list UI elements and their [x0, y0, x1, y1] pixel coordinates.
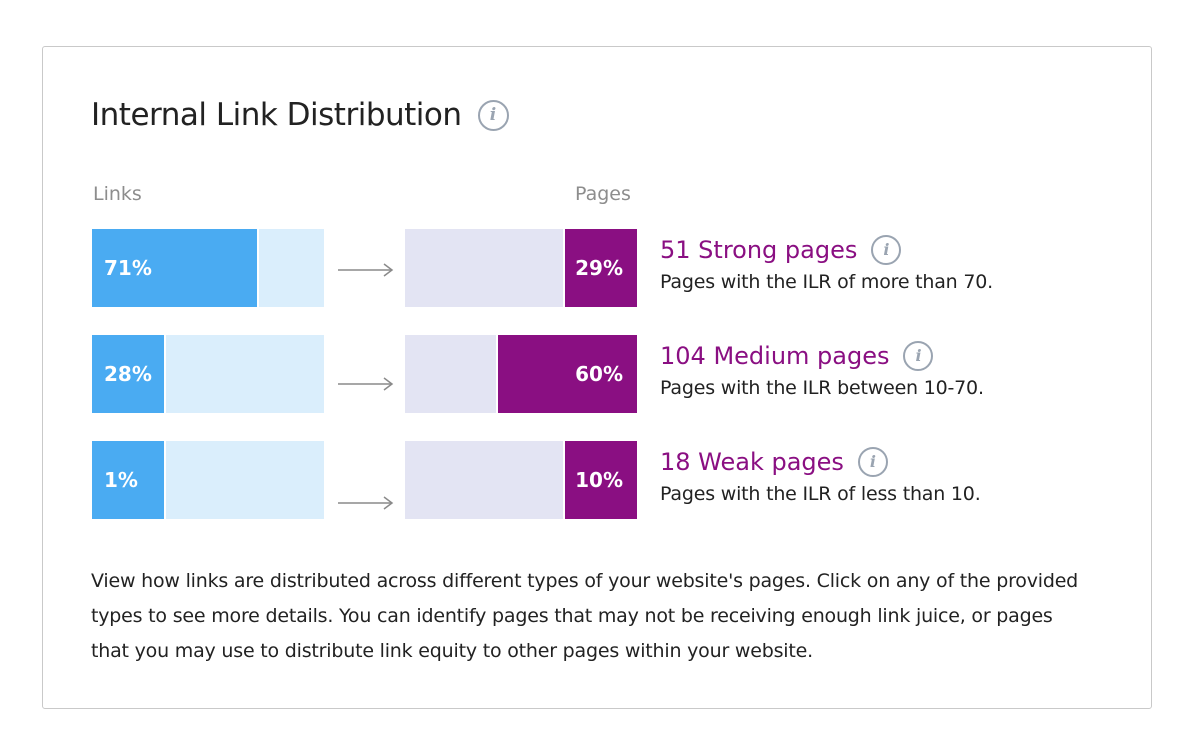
- medium-pages-link[interactable]: 104 Medium pages: [660, 342, 890, 370]
- pages-bar-fill: [563, 441, 637, 519]
- links-column-label: Links: [93, 183, 142, 205]
- links-percentage: 1%: [104, 468, 138, 492]
- weak-pages-row[interactable]: 1% 10% 18 Weak pages i Pages with the IL…: [92, 441, 1092, 519]
- links-percentage: 28%: [104, 362, 152, 386]
- row-description: 18 Weak pages i Pages with the ILR of le…: [660, 441, 981, 505]
- widget-title: Internal Link Distribution: [91, 97, 462, 133]
- pages-bar[interactable]: 29%: [405, 229, 637, 307]
- arrow-right-icon: [338, 263, 394, 277]
- info-icon[interactable]: i: [903, 341, 934, 371]
- strong-pages-row[interactable]: 71% 29% 51 Strong pages i Pages with the…: [92, 229, 1092, 307]
- arrow-right-icon: [338, 377, 394, 391]
- row-subtitle: Pages with the ILR of less than 10.: [660, 483, 981, 505]
- links-bar-fill: [92, 441, 166, 519]
- pages-bar-fill: [563, 229, 637, 307]
- pages-percentage: 10%: [575, 468, 623, 492]
- links-percentage: 71%: [104, 256, 152, 280]
- widget-header: Internal Link Distribution i: [91, 93, 509, 137]
- row-description: 51 Strong pages i Pages with the ILR of …: [660, 229, 993, 293]
- arrow-right-icon: [338, 496, 394, 510]
- internal-link-distribution-card: Internal Link Distribution i Links Pages…: [42, 46, 1152, 709]
- pages-bar[interactable]: 10%: [405, 441, 637, 519]
- pages-percentage: 29%: [575, 256, 623, 280]
- links-bar[interactable]: 28%: [92, 335, 324, 413]
- medium-pages-row[interactable]: 28% 60% 104 Medium pages i Pages with th…: [92, 335, 1092, 413]
- row-subtitle: Pages with the ILR of more than 70.: [660, 271, 993, 293]
- info-icon[interactable]: i: [857, 447, 888, 477]
- info-icon[interactable]: i: [477, 99, 509, 131]
- row-subtitle: Pages with the ILR between 10-70.: [660, 377, 984, 399]
- links-bar[interactable]: 1%: [92, 441, 324, 519]
- links-bar[interactable]: 71%: [92, 229, 324, 307]
- description-text: View how links are distributed across di…: [91, 570, 1079, 662]
- info-icon[interactable]: i: [871, 235, 902, 265]
- row-description: 104 Medium pages i Pages with the ILR be…: [660, 335, 984, 399]
- pages-column-label: Pages: [575, 183, 631, 205]
- links-bar-fill: [92, 229, 259, 307]
- links-bar-fill: [92, 335, 166, 413]
- pages-bar[interactable]: 60%: [405, 335, 637, 413]
- pages-bar-fill: [496, 335, 637, 413]
- strong-pages-link[interactable]: 51 Strong pages: [660, 236, 858, 264]
- weak-pages-link[interactable]: 18 Weak pages: [660, 448, 844, 476]
- pages-percentage: 60%: [575, 362, 623, 386]
